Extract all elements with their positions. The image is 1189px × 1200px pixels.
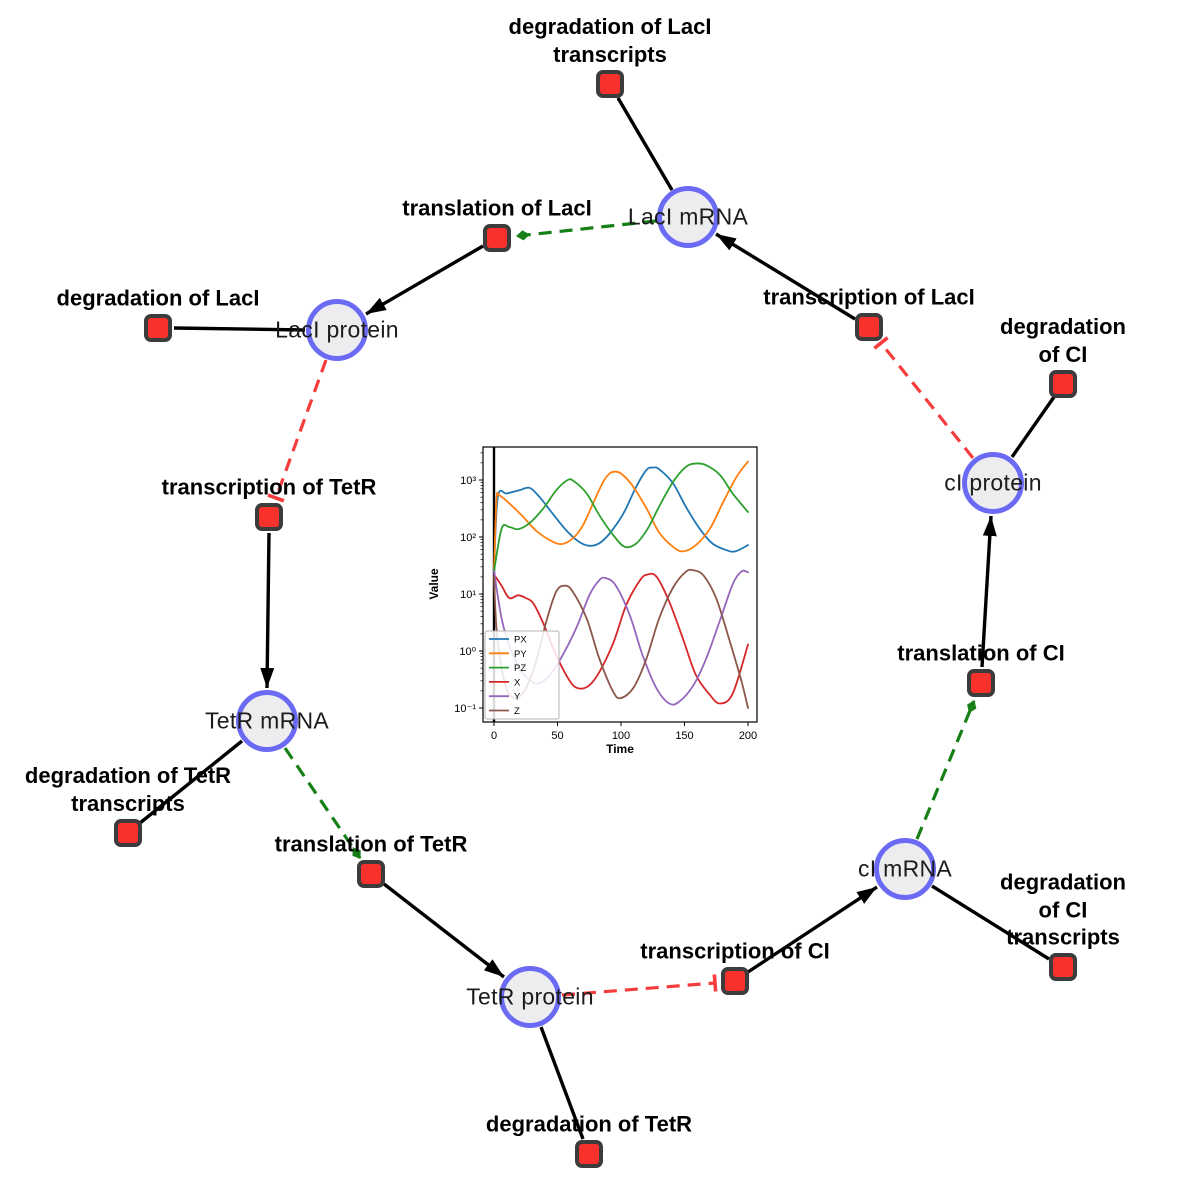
legend: PX PY PZ XYZ <box>484 630 560 720</box>
reaction-node-transc_tetR <box>255 503 283 531</box>
reaction-label-deg_tetR_tr: degradation of TetR transcripts <box>24 763 232 816</box>
x-tick-label: 150 <box>675 730 693 742</box>
reaction-label-deg_lacI_tr: degradation of LacI transcripts <box>508 14 712 67</box>
reaction-node-deg_lacI_tr <box>596 70 624 98</box>
y-axis-label: Value <box>427 568 441 600</box>
series-line-PZ <box>493 462 749 573</box>
reaction-node-deg_cI <box>1049 370 1077 398</box>
reaction-node-deg_lacI <box>144 314 172 342</box>
x-tick-label: 200 <box>739 730 757 742</box>
species-node-cI_protein <box>962 452 1024 514</box>
y-tick-label: 10⁻¹ <box>454 703 476 715</box>
legend-label-X: X <box>514 677 521 688</box>
species-label-lacI_mRNA: LacI mRNA <box>627 203 749 230</box>
reaction-label-transc_cI: transcription of CI <box>640 938 830 964</box>
reaction-label-transl_lacI: translation of LacI <box>402 195 592 221</box>
reaction-node-transl_tetR <box>357 860 385 888</box>
x-tick-label: 0 <box>491 730 497 742</box>
y-tick-label: 10² <box>460 532 476 544</box>
legend-label-Y: Y <box>514 692 521 703</box>
y-tick-label: 10⁰ <box>459 646 476 658</box>
species-node-tetR_mRNA <box>236 690 298 752</box>
species-node-lacI_protein <box>306 299 368 361</box>
reaction-label-transl_tetR: translation of TetR <box>274 831 468 857</box>
species-node-lacI_mRNA <box>657 186 719 248</box>
species-label-tetR_protein: TetR protein <box>466 983 594 1010</box>
legend-label-PY: PY <box>514 649 527 660</box>
species-label-cI_mRNA: cI mRNA <box>857 855 953 882</box>
x-tick-label: 100 <box>612 730 630 742</box>
series-line-PY <box>493 460 749 573</box>
x-tick-label: 50 <box>551 730 563 742</box>
reaction-label-transc_lacI: transcription of LacI <box>763 284 975 310</box>
reaction-label-deg_cI: degradation of CI <box>1000 314 1126 367</box>
species-label-lacI_protein: LacI protein <box>275 316 399 343</box>
legend-label-Z: Z <box>514 706 520 717</box>
reaction-node-transl_lacI <box>483 224 511 252</box>
reaction-label-deg_tetR: degradation of TetR <box>485 1111 693 1137</box>
reaction-label-transl_cI: translation of CI <box>897 640 1065 666</box>
y-tick-label: 10¹ <box>460 589 476 601</box>
legend-label-PZ: PZ <box>514 663 526 674</box>
species-label-tetR_mRNA: TetR mRNA <box>204 707 330 734</box>
series-group <box>493 460 749 709</box>
plot-frame <box>482 446 758 723</box>
reaction-node-deg_tetR <box>575 1140 603 1168</box>
reaction-node-deg_tetR_tr <box>114 819 142 847</box>
reaction-node-transl_cI <box>967 669 995 697</box>
species-node-tetR_protein <box>499 966 561 1028</box>
species-node-cI_mRNA <box>874 838 936 900</box>
y-tick-label: 10³ <box>460 475 476 487</box>
reaction-node-deg_cI_tr <box>1049 953 1077 981</box>
series-line-PX <box>493 466 749 573</box>
reaction-label-deg_cI_tr: degradation of CI transcripts <box>1000 869 1126 950</box>
reaction-label-deg_lacI: degradation of LacI <box>56 285 260 311</box>
legend-label-PX: PX <box>514 635 527 646</box>
x-axis-label: Time <box>606 742 634 756</box>
timeseries-inset-plot: 0 50 100 150 200 10⁻¹ 10⁰ 10¹ 10² 10³ PX PY PZ X Y Z Ti… <box>425 437 770 762</box>
reaction-node-transc_cI <box>721 967 749 995</box>
reaction-label-transc_tetR: transcription of TetR <box>161 474 377 500</box>
species-label-cI_protein: cI protein <box>944 469 1042 496</box>
